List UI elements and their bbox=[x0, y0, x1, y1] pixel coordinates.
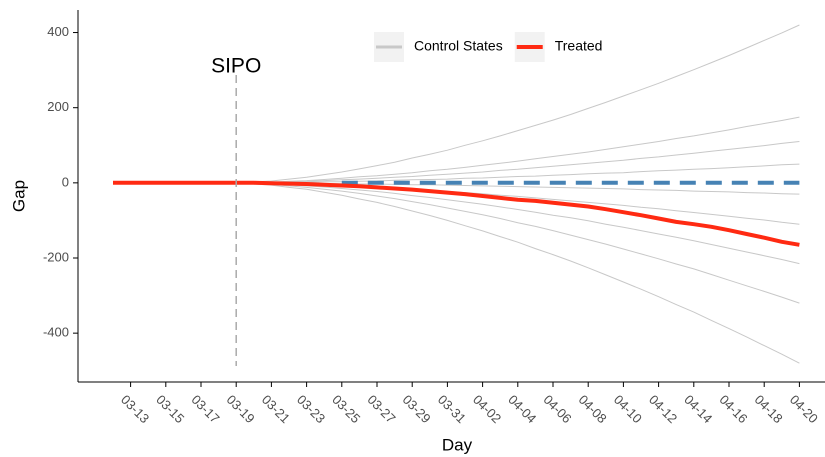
x-tick-label: 03-19 bbox=[224, 392, 258, 426]
y-tick-label: -200 bbox=[43, 249, 69, 264]
y-tick-label: -400 bbox=[43, 325, 69, 340]
control-line bbox=[236, 24, 800, 184]
x-tick-label: 04-14 bbox=[681, 392, 715, 426]
treated-line bbox=[113, 180, 800, 247]
legend-label: Control States bbox=[414, 38, 503, 54]
legend-item: Control States bbox=[374, 32, 503, 62]
x-tick-label: 03-15 bbox=[153, 392, 187, 426]
x-tick-label: 03-21 bbox=[259, 392, 293, 426]
control-line bbox=[236, 182, 800, 265]
x-tick-label: 03-13 bbox=[118, 392, 152, 426]
annotation-text: SIPO bbox=[211, 55, 261, 78]
control-line bbox=[236, 116, 800, 184]
y-tick-label: 200 bbox=[47, 99, 69, 114]
x-tick-label: 04-18 bbox=[752, 392, 786, 426]
x-axis-title: Day bbox=[442, 435, 473, 454]
x-tick-label: 03-23 bbox=[294, 392, 328, 426]
x-tick-label: 03-25 bbox=[329, 392, 363, 426]
x-tick-label: 03-31 bbox=[435, 392, 469, 426]
legend-item: Treated bbox=[514, 32, 603, 62]
x-tick-label: 04-16 bbox=[716, 392, 750, 426]
y-tick-label: 400 bbox=[47, 24, 69, 39]
x-tick-label: 04-02 bbox=[470, 392, 504, 426]
x-tick-label: 03-17 bbox=[188, 392, 222, 426]
control-line bbox=[236, 182, 800, 304]
x-tick-label: 04-12 bbox=[646, 392, 680, 426]
control-line bbox=[236, 163, 800, 184]
x-tick-label: 04-20 bbox=[787, 392, 821, 426]
x-tick-label: 03-29 bbox=[400, 392, 434, 426]
x-tick-label: 03-27 bbox=[364, 392, 398, 426]
legend-label: Treated bbox=[555, 38, 603, 54]
x-tick-label: 04-08 bbox=[576, 392, 610, 426]
y-axis-title: Gap bbox=[9, 180, 28, 212]
control-line bbox=[236, 141, 800, 184]
x-tick-label: 04-04 bbox=[505, 392, 539, 426]
y-tick-label: 0 bbox=[62, 174, 69, 189]
x-tick-label: 04-06 bbox=[540, 392, 574, 426]
control-line bbox=[236, 182, 800, 364]
x-tick-label: 04-10 bbox=[611, 392, 645, 426]
